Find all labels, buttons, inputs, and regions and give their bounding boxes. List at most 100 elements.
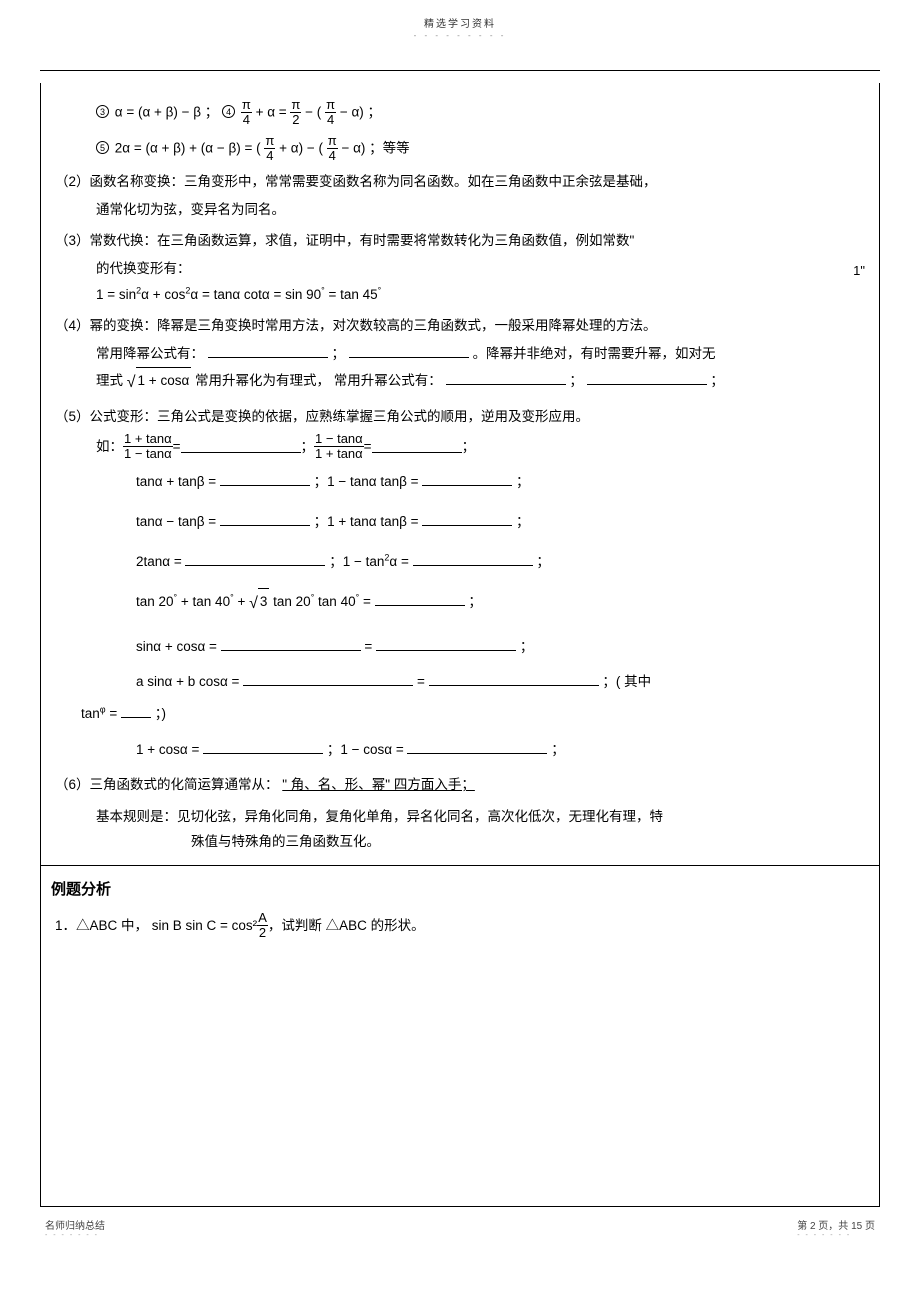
semi: ； bbox=[462, 434, 476, 460]
section-3-line2: 的代换变形有： bbox=[51, 256, 869, 282]
text: a sinα + b cosα = bbox=[136, 674, 243, 689]
example-1: 1．△ABC 中， sin B sin C = cos² A2 ，试判断 △AB… bbox=[51, 911, 869, 941]
sqrt-icon: √ bbox=[249, 595, 258, 612]
sqrt-arg: 1 + cosα bbox=[136, 367, 192, 394]
text: α = (α + β) − β ； bbox=[115, 104, 219, 119]
pi-over-4-d: π4 bbox=[327, 134, 338, 164]
semi: ； bbox=[468, 594, 482, 609]
blank bbox=[372, 440, 462, 452]
p5-row8: tanφ = ；) bbox=[51, 701, 869, 727]
blank bbox=[376, 638, 516, 650]
top-rule bbox=[40, 70, 880, 71]
circle-5-icon: 5 bbox=[96, 141, 109, 154]
section-4-line2: 常用降幂公式有： ； 。降幂并非绝对，有时需要升幂，如对无 bbox=[51, 341, 869, 367]
blank bbox=[587, 373, 707, 385]
blank bbox=[422, 474, 512, 486]
blank bbox=[349, 346, 469, 358]
semi: ； bbox=[710, 373, 724, 388]
text: + α) − ( bbox=[279, 140, 323, 155]
footer-right: 第 2 页，共 15 页 - - - - - - - bbox=[797, 1217, 875, 1239]
sqrt-3: 3 bbox=[258, 588, 270, 615]
blank bbox=[181, 440, 301, 452]
text: （6）三角函数式的化简运算通常从： " 角、名、形、幂" 四方面入手； bbox=[55, 777, 475, 792]
identity-line-5: 5 2α = (α + β) + (α − β) = ( π4 + α) − (… bbox=[51, 134, 869, 164]
text: tanα + tanβ = bbox=[136, 474, 220, 489]
circle-4-icon: 4 bbox=[222, 105, 235, 118]
sqrt-icon: √ bbox=[127, 374, 136, 391]
text: ；1 − tanα tanβ = bbox=[314, 474, 423, 489]
close: ；) bbox=[155, 706, 166, 721]
p5-row7: a sinα + b cosα = = ；( 其中 bbox=[51, 669, 869, 695]
eq: = bbox=[364, 434, 372, 460]
content-frame: 1" 3 α = (α + β) − β ； 4 π4 + α = π2 − (… bbox=[40, 83, 880, 1207]
p5-row6: sinα + cosα = = ； bbox=[51, 634, 869, 660]
blank bbox=[422, 514, 512, 526]
blank bbox=[203, 741, 323, 753]
text: tanα − tanβ = bbox=[136, 514, 220, 529]
text: 1 + cosα = bbox=[136, 742, 203, 757]
footer-dots: - - - - - - - bbox=[45, 1232, 105, 1239]
blank bbox=[185, 553, 325, 565]
section-3-head: （3）常数代换：在三角函数运算，求值，证明中，有时需要将常数转化为三角函数值，例… bbox=[51, 228, 869, 254]
tan-phi: tanφ = bbox=[81, 706, 121, 721]
section-2-head: （2）函数名称变换：三角变形中，常常需要变函数名称为同名函数。如在三角函数中正余… bbox=[51, 169, 869, 195]
pi-over-2: π2 bbox=[290, 98, 301, 128]
section-4-line3: 理式 √1 + cosα 常用升幂化为有理式， 常用升幂公式有： ； ； bbox=[51, 367, 869, 398]
text: ；( 其中 bbox=[602, 674, 651, 689]
footer-right-text: 第 2 页，共 15 页 bbox=[797, 1221, 875, 1232]
semi: ； bbox=[332, 346, 346, 361]
text: ；1 + tanα tanβ = bbox=[314, 514, 423, 529]
pi-over-4-c: π4 bbox=[264, 134, 275, 164]
text: ；1 − tan2α = bbox=[329, 554, 412, 569]
p5-row1: 如： 1 + tanα1 − tanα = ； 1 − tanα1 + tanα… bbox=[51, 432, 869, 462]
semi: ； bbox=[516, 474, 530, 489]
separator-line bbox=[41, 865, 879, 866]
eq: = bbox=[173, 434, 181, 460]
text: 2tanα = bbox=[136, 554, 185, 569]
blank bbox=[429, 674, 599, 686]
text: 常用降幂公式有： bbox=[96, 346, 204, 361]
text: tan 20° tan 40° = bbox=[273, 594, 374, 609]
text: 2α = (α + β) + (α − β) = ( bbox=[115, 140, 261, 155]
section-3-formula: 1 = sin2α + cos2α = tanα cotα = sin 90° … bbox=[51, 282, 869, 308]
A-over-2: A2 bbox=[257, 911, 268, 941]
text: tan 20° + tan 40° + bbox=[136, 594, 249, 609]
p5-row9: 1 + cosα = ；1 − cosα = ； bbox=[51, 737, 869, 763]
eq: = bbox=[364, 639, 376, 654]
semi: ； bbox=[301, 434, 315, 460]
close: − α) ； bbox=[340, 104, 381, 119]
text: 。降幂并非绝对，有时需要升幂，如对无 bbox=[473, 346, 716, 361]
pi-over-4: π4 bbox=[241, 98, 252, 128]
frac-1minus-tan: 1 − tanα1 + tanα bbox=[314, 432, 364, 462]
text: 常用升幂化为有理式， 常用升幂公式有： bbox=[195, 373, 442, 388]
section-6-line3: 殊值与特殊角的三角函数互化。 bbox=[51, 829, 869, 855]
identity-1-formula: 1 = sin2α + cos2α = tanα cotα = sin 90° … bbox=[96, 287, 381, 302]
text: 1．△ABC 中， sin B sin C = cos² bbox=[55, 913, 257, 939]
section-6-line2: 基本规则是：见切化弦，异角化同角，复角化单角，异名化同名，高次化低次，无理化有理… bbox=[51, 804, 869, 830]
blank bbox=[221, 638, 361, 650]
section-6-head: （6）三角函数式的化简运算通常从： " 角、名、形、幂" 四方面入手； bbox=[51, 772, 869, 798]
pi-over-4-b: π4 bbox=[325, 98, 336, 128]
blank bbox=[121, 706, 151, 718]
header-dots: - - - - - - - - - bbox=[40, 31, 880, 40]
page-header: 精选学习资料 bbox=[40, 15, 880, 30]
identity-line-3-4: 3 α = (α + β) − β ； 4 π4 + α = π2 − ( π4… bbox=[51, 98, 869, 128]
footer-dots-r: - - - - - - - bbox=[797, 1232, 875, 1239]
text: 如： bbox=[96, 434, 123, 460]
text: 理式 bbox=[96, 373, 127, 388]
semi: ； bbox=[536, 554, 550, 569]
blank bbox=[375, 594, 465, 606]
blank bbox=[243, 674, 413, 686]
frac-1plus-tan: 1 + tanα1 − tanα bbox=[123, 432, 173, 462]
text: ；1 − cosα = bbox=[327, 742, 408, 757]
p5-row4: 2tanα = ；1 − tan2α = ； bbox=[51, 549, 869, 575]
text: sinα + cosα = bbox=[136, 639, 221, 654]
blank bbox=[413, 553, 533, 565]
eq: = bbox=[417, 674, 429, 689]
blank bbox=[446, 373, 566, 385]
page-footer: 名师归纳总结 - - - - - - - 第 2 页，共 15 页 - - - … bbox=[40, 1217, 880, 1239]
footer-left-text: 名师归纳总结 bbox=[45, 1221, 105, 1232]
semi: ； bbox=[569, 373, 583, 388]
footer-left: 名师归纳总结 - - - - - - - bbox=[45, 1217, 105, 1239]
section-4-head: （4）幂的变换：降幂是三角变换时常用方法，对次数较高的三角函数式，一般采用降幂处… bbox=[51, 313, 869, 339]
